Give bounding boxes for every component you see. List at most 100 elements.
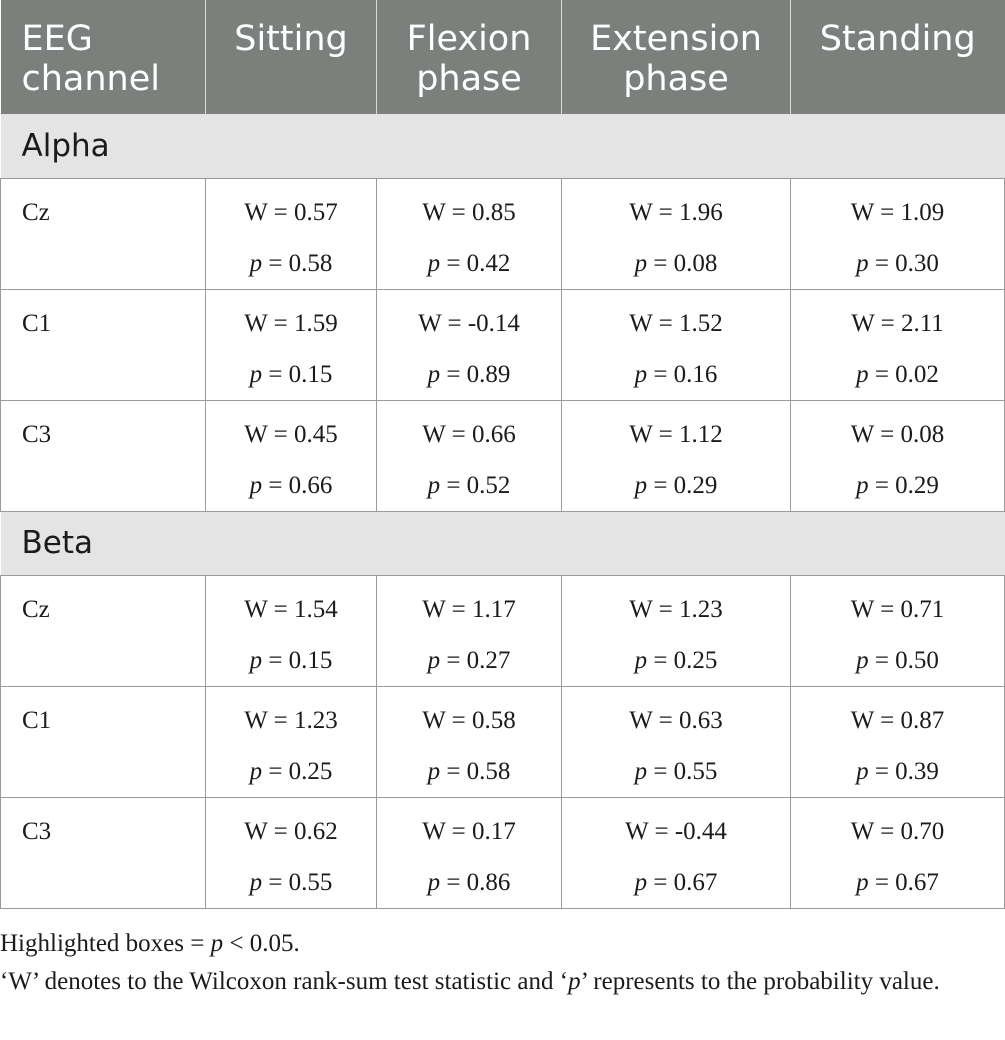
p-value: = 0.52 xyxy=(446,471,511,499)
w-statistic: W = 0.70 xyxy=(850,817,945,845)
p-value-line: p = 0.29 xyxy=(791,470,1004,501)
stat-cell: W = 1.52 p = 0.16 xyxy=(561,289,791,401)
w-statistic: W = 1.52 xyxy=(629,309,723,337)
header-line: channel xyxy=(21,59,161,99)
table-row: C1 W = 1.59 p = 0.15 W = -0.14 p = 0.89 W = 1… xyxy=(0,289,1005,401)
w-statistic: W = 0.57 xyxy=(244,198,338,226)
p-value-line: p = 0.50 xyxy=(791,645,1004,676)
p-symbol: p xyxy=(249,757,263,785)
w-statistic: W = 0.87 xyxy=(850,706,945,734)
p-value-line: p = 0.42 xyxy=(377,248,561,279)
p-value-line: p = 0.52 xyxy=(377,470,561,501)
p-value-line: p = 0.25 xyxy=(206,756,376,787)
header-extension-phase: Extension phase xyxy=(561,0,791,114)
p-value-line: p = 0.89 xyxy=(377,359,561,390)
w-statistic: W = 1.96 xyxy=(629,198,723,226)
stat-cell: W = 0.58 p = 0.58 xyxy=(376,686,562,798)
footnote-definitions: ‘W’ denotes to the Wilcoxon rank-sum tes… xyxy=(0,968,940,995)
p-value-line: p = 0.86 xyxy=(377,867,561,898)
p-value-line: p = 0.29 xyxy=(562,470,790,501)
w-statistic: W = -0.44 xyxy=(625,817,727,845)
stat-cell: W = 0.45 p = 0.66 xyxy=(205,400,377,512)
header-flexion-phase: Flexion phase xyxy=(376,0,562,114)
header-line: Extension xyxy=(590,19,762,59)
p-symbol: p xyxy=(249,360,263,388)
p-symbol: p xyxy=(856,757,869,785)
p-value-line: p = 0.67 xyxy=(562,867,790,898)
channel-cell: Cz xyxy=(0,575,206,687)
table-row: C3 W = 0.62 p = 0.55 W = 0.17 p = 0.86 W = -0… xyxy=(0,797,1005,909)
stat-cell: W = 1.54 p = 0.15 xyxy=(205,575,377,687)
w-statistic: W = 2.11 xyxy=(851,309,944,337)
p-value-line: p = 0.08 xyxy=(562,248,790,279)
p-symbol: p xyxy=(249,868,263,896)
p-value: = 0.66 xyxy=(268,471,333,499)
p-value: = 0.58 xyxy=(268,249,333,277)
p-symbol: p xyxy=(427,360,441,388)
stat-cell: W = 0.87 p = 0.39 xyxy=(790,686,1005,798)
table-footnotes: Highlighted boxes = p < 0.05. ‘W’ denote… xyxy=(0,925,1000,1001)
channel-cell: C1 xyxy=(0,686,206,798)
footnote-significance: Highlighted boxes = p < 0.05. xyxy=(0,930,300,957)
p-value: = 0.29 xyxy=(874,471,939,499)
stat-cell: W = 1.23 p = 0.25 xyxy=(561,575,791,687)
p-value: = 0.86 xyxy=(446,868,511,896)
p-value: = 0.39 xyxy=(874,757,939,785)
w-statistic: W = 0.58 xyxy=(422,706,516,734)
stat-cell: W = 0.71 p = 0.50 xyxy=(790,575,1005,687)
w-statistic: W = 0.66 xyxy=(422,420,516,448)
p-symbol: p xyxy=(634,360,648,388)
p-value-line: p = 0.58 xyxy=(206,248,376,279)
w-statistic: W = 1.54 xyxy=(244,595,338,623)
p-value-line: p = 0.15 xyxy=(206,645,376,676)
p-value-line: p = 0.27 xyxy=(377,645,561,676)
p-value: = 0.02 xyxy=(874,360,939,388)
p-value: = 0.50 xyxy=(874,646,939,674)
header-standing: Standing xyxy=(790,0,1005,114)
p-symbol: p xyxy=(856,360,869,388)
p-symbol: p xyxy=(634,868,648,896)
p-value: = 0.30 xyxy=(874,249,939,277)
stat-cell: W = 0.57 p = 0.58 xyxy=(205,178,377,290)
stat-cell: W = 0.17 p = 0.86 xyxy=(376,797,562,909)
stat-cell: W = 0.08 p = 0.29 xyxy=(790,400,1005,512)
p-value-line: p = 0.25 xyxy=(562,645,790,676)
w-statistic: W = 1.23 xyxy=(629,595,723,623)
p-symbol: p xyxy=(427,249,441,277)
p-value: = 0.67 xyxy=(874,868,939,896)
p-value: = 0.55 xyxy=(268,868,333,896)
w-statistic: W = 1.23 xyxy=(244,706,338,734)
p-value: = 0.15 xyxy=(268,360,333,388)
p-value-line: p = 0.66 xyxy=(206,470,376,501)
header-line: Standing xyxy=(819,19,976,59)
p-symbol: p xyxy=(856,646,869,674)
w-statistic: W = 0.08 xyxy=(850,420,945,448)
w-statistic: W = 0.17 xyxy=(422,817,516,845)
stat-cell: W = -0.14 p = 0.89 xyxy=(376,289,562,401)
p-value-line: p = 0.39 xyxy=(791,756,1004,787)
section-row: Alpha xyxy=(0,114,1005,179)
w-statistic: W = 0.71 xyxy=(850,595,945,623)
table-row: Cz W = 1.54 p = 0.15 W = 1.17 p = 0.27 W = 1.… xyxy=(0,575,1005,687)
p-symbol: p xyxy=(249,249,263,277)
w-statistic: W = 0.45 xyxy=(244,420,338,448)
w-statistic: W = 0.63 xyxy=(629,706,723,734)
p-value: = 0.25 xyxy=(653,646,718,674)
p-symbol: p xyxy=(249,646,263,674)
p-value: = 0.58 xyxy=(446,757,511,785)
p-value-line: p = 0.55 xyxy=(562,756,790,787)
w-statistic: W = -0.14 xyxy=(418,309,520,337)
stat-cell: W = 1.59 p = 0.15 xyxy=(205,289,377,401)
p-value: = 0.08 xyxy=(653,249,718,277)
w-statistic: W = 0.62 xyxy=(244,817,338,845)
header-eeg-channel: EEG channel xyxy=(0,0,206,114)
w-statistic: W = 0.85 xyxy=(422,198,516,226)
channel-cell: C1 xyxy=(0,289,206,401)
p-symbol: p xyxy=(634,249,648,277)
p-symbol: p xyxy=(249,471,263,499)
channel-cell: C3 xyxy=(0,400,206,512)
header-line: Sitting xyxy=(234,19,348,59)
table-row: C3 W = 0.45 p = 0.66 W = 0.66 p = 0.52 W = 1.… xyxy=(0,400,1005,512)
header-line: phase xyxy=(416,59,522,99)
p-symbol: p xyxy=(634,471,648,499)
